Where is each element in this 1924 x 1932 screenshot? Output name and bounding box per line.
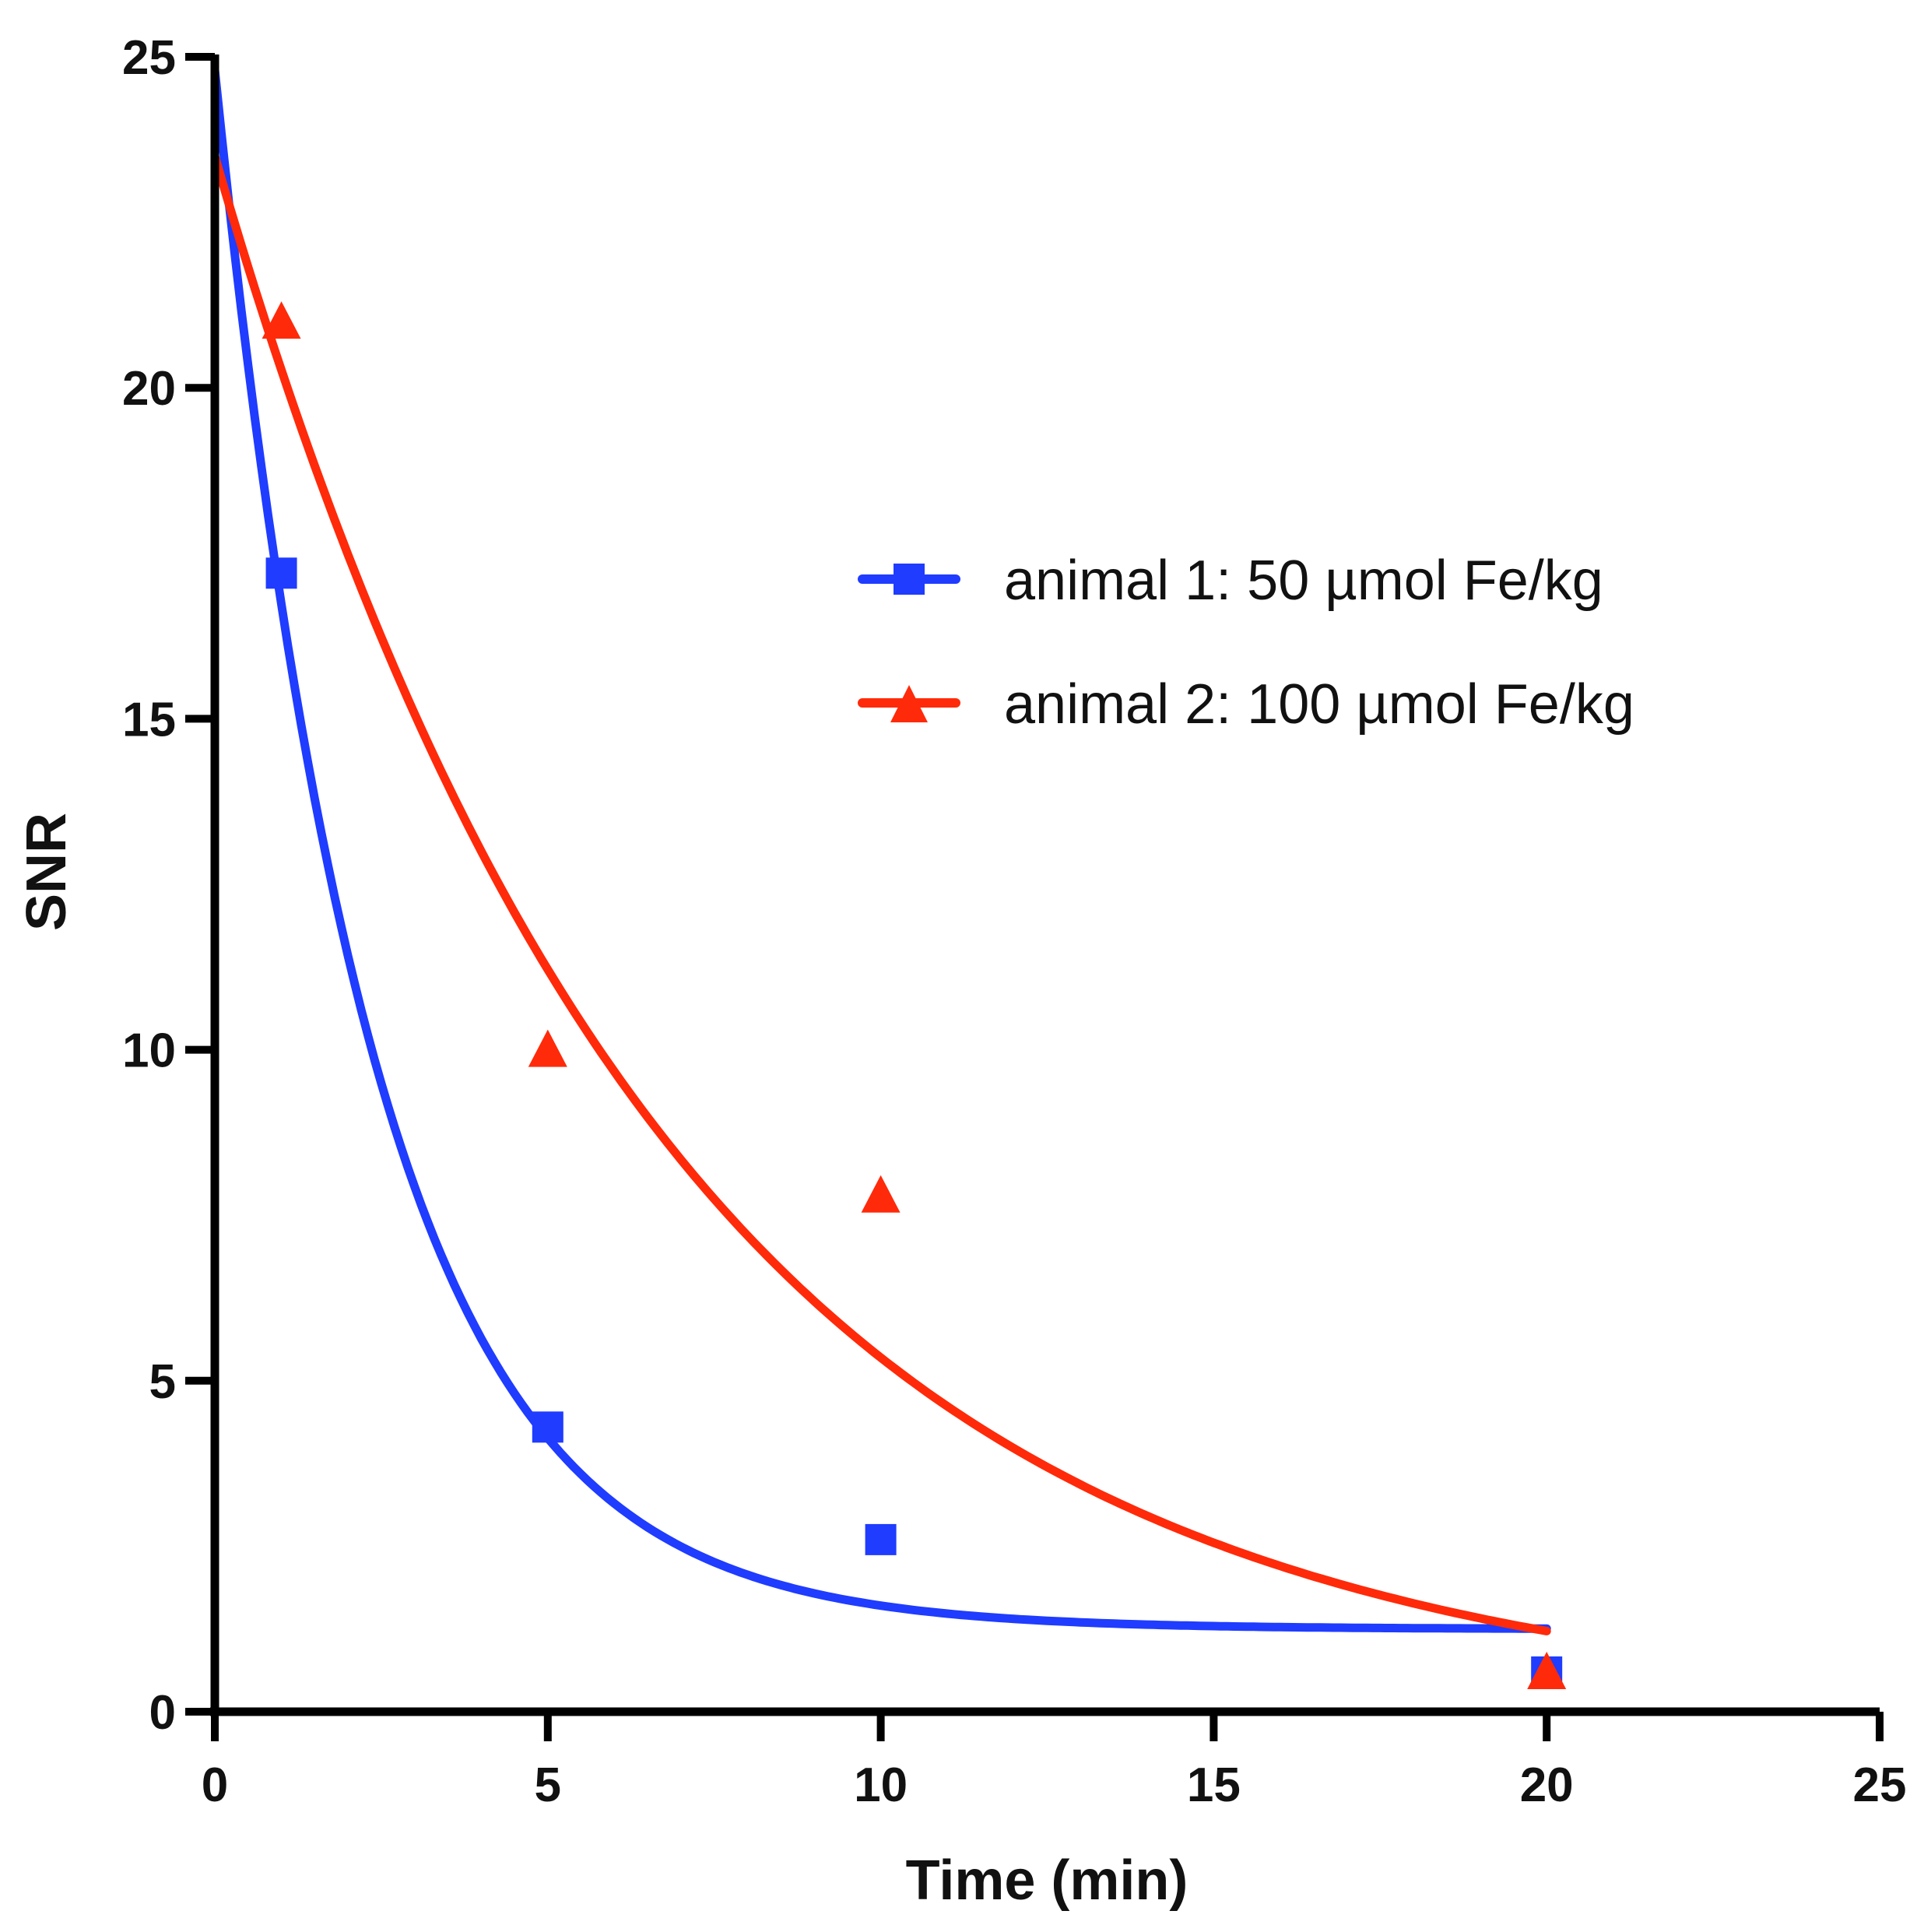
axes <box>210 54 1880 1716</box>
fit-curve-series-1 <box>210 65 1551 1633</box>
data-point-triangle <box>528 1029 567 1067</box>
y-tick-label: 5 <box>149 1355 176 1409</box>
legend: animal 1: 50 µmol Fe/kg animal 2: 100 µm… <box>858 550 1634 736</box>
fit-curve-series-2 <box>210 152 1551 1635</box>
legend-marker-square <box>894 564 925 595</box>
legend-marker-triangle <box>890 685 928 722</box>
legend-item-animal-1: animal 1: 50 µmol Fe/kg <box>858 550 1603 612</box>
y-axis-title: SNR <box>16 813 78 931</box>
fit-curves <box>210 65 1551 1635</box>
data-point-triangle <box>861 1175 901 1213</box>
y-tick-label: 10 <box>122 1024 176 1078</box>
x-tick-label: 10 <box>854 1758 908 1812</box>
y-tick-label: 25 <box>122 31 176 85</box>
x-tick-label: 5 <box>535 1758 561 1812</box>
y-tick-label: 20 <box>122 362 176 416</box>
y-tick-label: 15 <box>122 693 176 746</box>
ticks: 0 5 10 15 20 25 0 5 10 15 20 25 <box>122 31 1906 1812</box>
data-points <box>262 301 1567 1689</box>
x-tick-label: 15 <box>1187 1758 1241 1812</box>
legend-item-animal-2: animal 2: 100 µmol Fe/kg <box>858 673 1634 736</box>
x-axis-title: Time (min) <box>906 1849 1188 1912</box>
x-tick-label: 25 <box>1853 1758 1907 1812</box>
data-point-triangle <box>262 301 301 339</box>
x-tick-label: 0 <box>202 1758 228 1812</box>
legend-label-animal-1: animal 1: 50 µmol Fe/kg <box>1004 550 1603 612</box>
data-point-triangle <box>1527 1651 1567 1689</box>
legend-label-animal-2: animal 2: 100 µmol Fe/kg <box>1004 673 1634 736</box>
data-point-square <box>265 557 297 589</box>
data-point-square <box>532 1411 564 1443</box>
y-tick-label: 0 <box>149 1686 176 1740</box>
x-tick-label: 20 <box>1520 1758 1574 1812</box>
data-point-square <box>865 1523 897 1555</box>
